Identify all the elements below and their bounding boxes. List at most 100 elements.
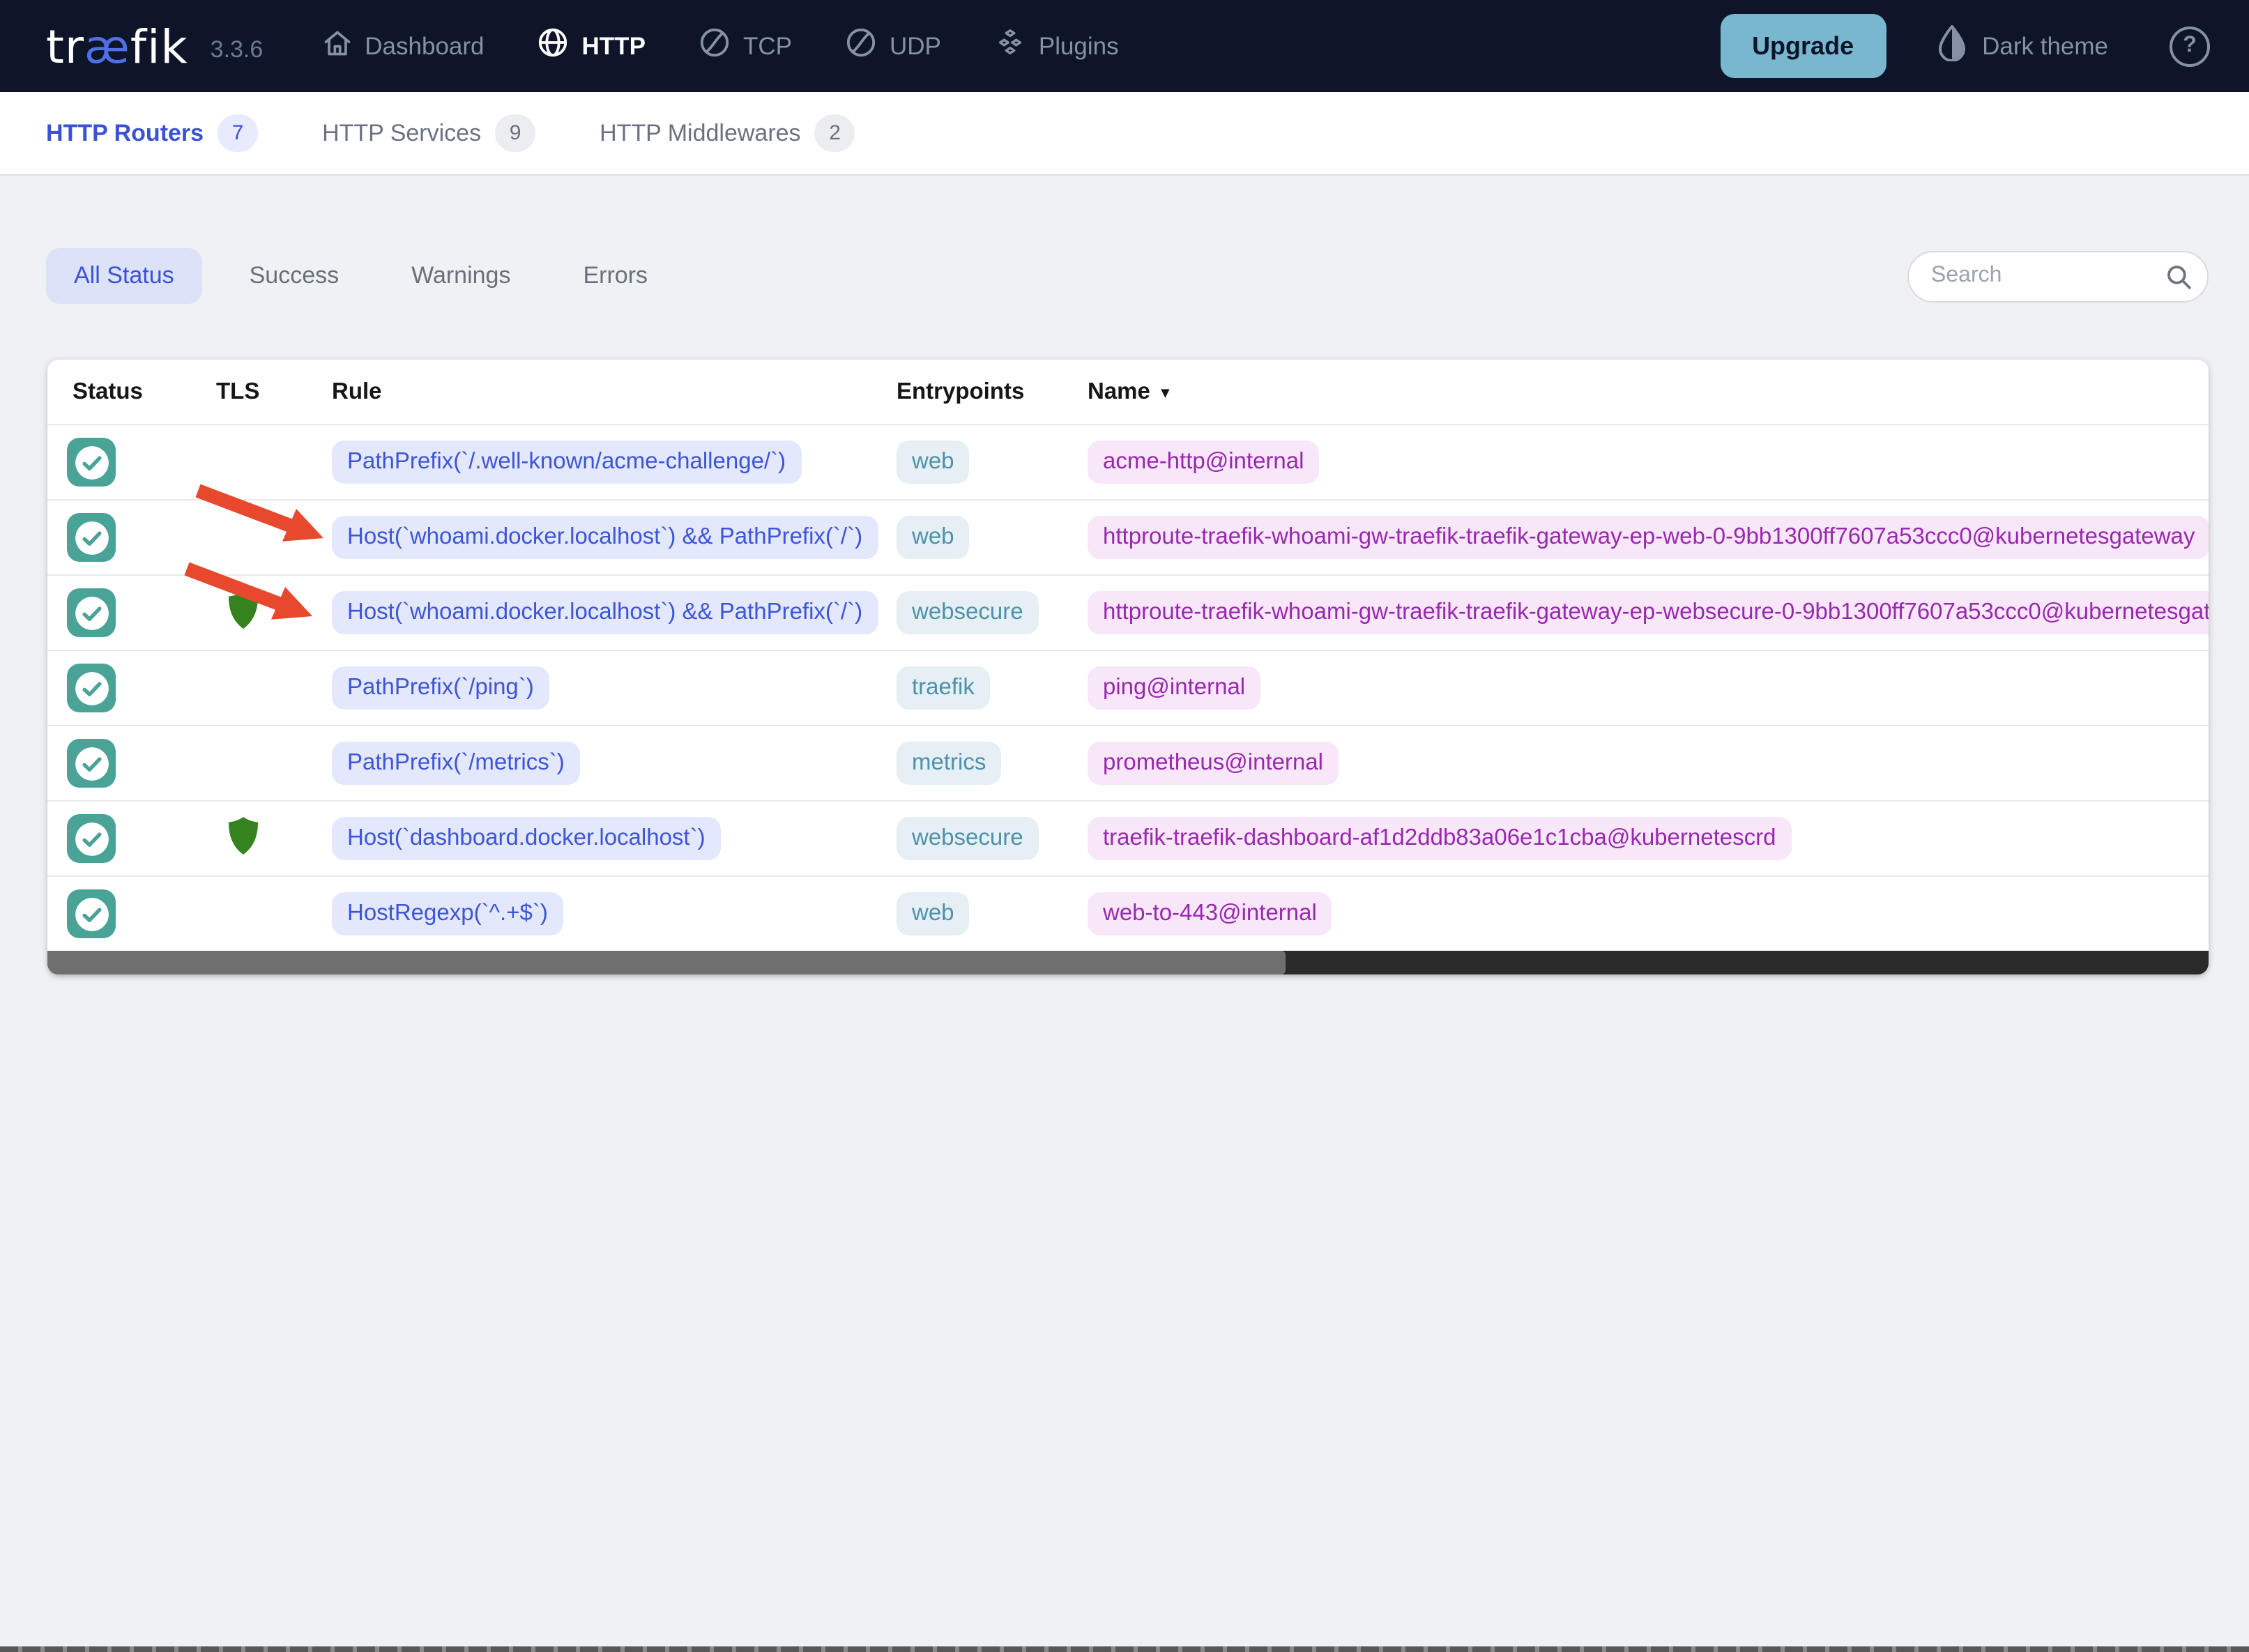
filter-row: All Status Success Warnings Errors (46, 248, 2209, 304)
top-navbar: træfik 3.3.6 Dashboard HTTP TCP (0, 0, 2249, 92)
table-row[interactable]: PathPrefix(`/metrics`) metrics prometheu… (47, 725, 2209, 800)
bottom-edge-strip (0, 1646, 2249, 1652)
tls-shield-icon (226, 589, 261, 629)
filter-errors[interactable]: Errors (583, 262, 648, 289)
name-cell: httproute-traefik-whoami-gw-traefik-trae… (1088, 516, 2209, 559)
status-success-icon (67, 513, 116, 562)
name-cell: acme-http@internal (1088, 441, 2209, 484)
udp-proxy-icon (845, 26, 877, 66)
horizontal-scrollbar-track (47, 951, 2209, 974)
name-badge: httproute-traefik-whoami-gw-traefik-trae… (1088, 516, 2209, 559)
entrypoints-cell: web (897, 892, 1088, 935)
name-badge: prometheus@internal (1088, 742, 1339, 785)
rule-cell: PathPrefix(`/metrics`) (332, 742, 897, 785)
nav-item-label: TCP (742, 31, 792, 59)
nav-item-tcp[interactable]: TCP (699, 26, 792, 66)
name-cell: prometheus@internal (1088, 742, 2209, 785)
table-row[interactable]: Host(`whoami.docker.localhost`) && PathP… (47, 574, 2209, 650)
filter-all-status[interactable]: All Status (46, 248, 202, 304)
entrypoint-badge: web (897, 441, 970, 484)
filter-success[interactable]: Success (249, 262, 340, 289)
status-cell (67, 889, 216, 938)
table-row[interactable]: HostRegexp(`^.+$`) web web-to-443@intern… (47, 875, 2209, 951)
name-cell: ping@internal (1088, 666, 2209, 710)
table-row[interactable]: Host(`whoami.docker.localhost`) && PathP… (47, 499, 2209, 574)
entrypoint-badge: traefik (897, 666, 990, 710)
nav-item-http[interactable]: HTTP (538, 26, 646, 66)
nav-item-label: UDP (889, 31, 941, 59)
status-success-icon (67, 588, 116, 637)
search-input[interactable] (1907, 250, 2209, 302)
name-cell: traefik-traefik-dashboard-af1d2ddb83a06e… (1088, 817, 2209, 860)
status-filter-group: All Status Success Warnings Errors (46, 248, 673, 304)
tab-label: HTTP Routers (46, 119, 204, 146)
sort-caret-icon: ▾ (1161, 384, 1169, 401)
name-cell: web-to-443@internal (1088, 892, 2209, 935)
section-tabs: HTTP Routers 7 HTTP Services 9 HTTP Midd… (0, 92, 2249, 176)
rule-badge: Host(`whoami.docker.localhost`) && PathP… (332, 591, 878, 634)
plugins-icon (994, 26, 1026, 66)
tab-label: HTTP Services (322, 119, 482, 146)
entrypoints-cell: websecure (897, 817, 1088, 860)
tab-http-middlewares[interactable]: HTTP Middlewares 2 (600, 114, 855, 152)
entrypoint-badge: metrics (897, 742, 1002, 785)
help-icon[interactable]: ? (2170, 26, 2210, 66)
column-header-status: Status (73, 378, 143, 404)
count-badge: 9 (495, 114, 536, 152)
routers-table-card: Status TLS Rule Entrypoints Name ▾ PathP… (47, 360, 2209, 974)
entrypoints-cell: web (897, 441, 1088, 484)
name-badge: httproute-traefik-whoami-gw-traefik-trae… (1088, 591, 2209, 634)
upgrade-button[interactable]: Upgrade (1720, 14, 1886, 78)
navbar-right: Upgrade Dark theme ? (1720, 14, 2210, 78)
status-success-icon (67, 889, 116, 938)
column-header-rule: Rule (332, 378, 382, 404)
column-header-entrypoints: Entrypoints (897, 378, 1025, 404)
theme-label: Dark theme (1982, 31, 2108, 59)
status-cell (67, 513, 216, 562)
nav-item-label: Dashboard (365, 31, 485, 59)
traefik-logo: træfik (46, 23, 188, 69)
tls-shield-icon (226, 815, 261, 855)
table-row[interactable]: PathPrefix(`/.well-known/acme-challenge/… (47, 424, 2209, 499)
name-badge: web-to-443@internal (1088, 892, 1332, 935)
table-body: PathPrefix(`/.well-known/acme-challenge/… (47, 424, 2209, 951)
name-badge: ping@internal (1088, 666, 1261, 710)
name-badge: acme-http@internal (1088, 441, 1320, 484)
rule-badge: Host(`whoami.docker.localhost`) && PathP… (332, 516, 878, 559)
tab-http-routers[interactable]: HTTP Routers 7 (46, 114, 259, 152)
rule-badge: PathPrefix(`/.well-known/acme-challenge/… (332, 441, 802, 484)
column-header-name[interactable]: Name ▾ (1088, 378, 2209, 405)
rule-cell: Host(`dashboard.docker.localhost`) (332, 817, 897, 860)
globe-icon (538, 26, 570, 66)
filter-warnings[interactable]: Warnings (411, 262, 511, 289)
table-row[interactable]: Host(`dashboard.docker.localhost`) webse… (47, 800, 2209, 875)
rule-badge: HostRegexp(`^.+$`) (332, 892, 563, 935)
rule-badge: Host(`dashboard.docker.localhost`) (332, 817, 721, 860)
rule-badge: PathPrefix(`/ping`) (332, 666, 549, 710)
theme-toggle[interactable]: Dark theme (1936, 23, 2108, 68)
entrypoints-cell: metrics (897, 742, 1088, 785)
nav-item-udp[interactable]: UDP (845, 26, 941, 66)
main-nav: Dashboard HTTP TCP UDP (321, 26, 1119, 66)
rule-cell: PathPrefix(`/.well-known/acme-challenge/… (332, 441, 897, 484)
status-success-icon (67, 438, 116, 487)
table-header: Status TLS Rule Entrypoints Name ▾ (47, 360, 2209, 424)
entrypoints-cell: traefik (897, 666, 1088, 710)
tab-label: HTTP Middlewares (600, 119, 801, 146)
status-success-icon (67, 664, 116, 712)
status-cell (67, 814, 216, 863)
nav-item-plugins[interactable]: Plugins (994, 26, 1119, 66)
entrypoints-cell: websecure (897, 591, 1088, 634)
tab-http-services[interactable]: HTTP Services 9 (322, 114, 536, 152)
count-badge: 2 (814, 114, 855, 152)
horizontal-scrollbar-thumb[interactable] (47, 951, 1286, 974)
rule-badge: PathPrefix(`/metrics`) (332, 742, 580, 785)
table-row[interactable]: PathPrefix(`/ping`) traefik ping@interna… (47, 650, 2209, 725)
entrypoint-badge: websecure (897, 591, 1039, 634)
nav-item-label: Plugins (1038, 31, 1119, 59)
home-icon (321, 27, 352, 65)
nav-item-dashboard[interactable]: Dashboard (321, 27, 485, 65)
tls-cell (216, 589, 332, 636)
entrypoint-badge: web (897, 892, 970, 935)
